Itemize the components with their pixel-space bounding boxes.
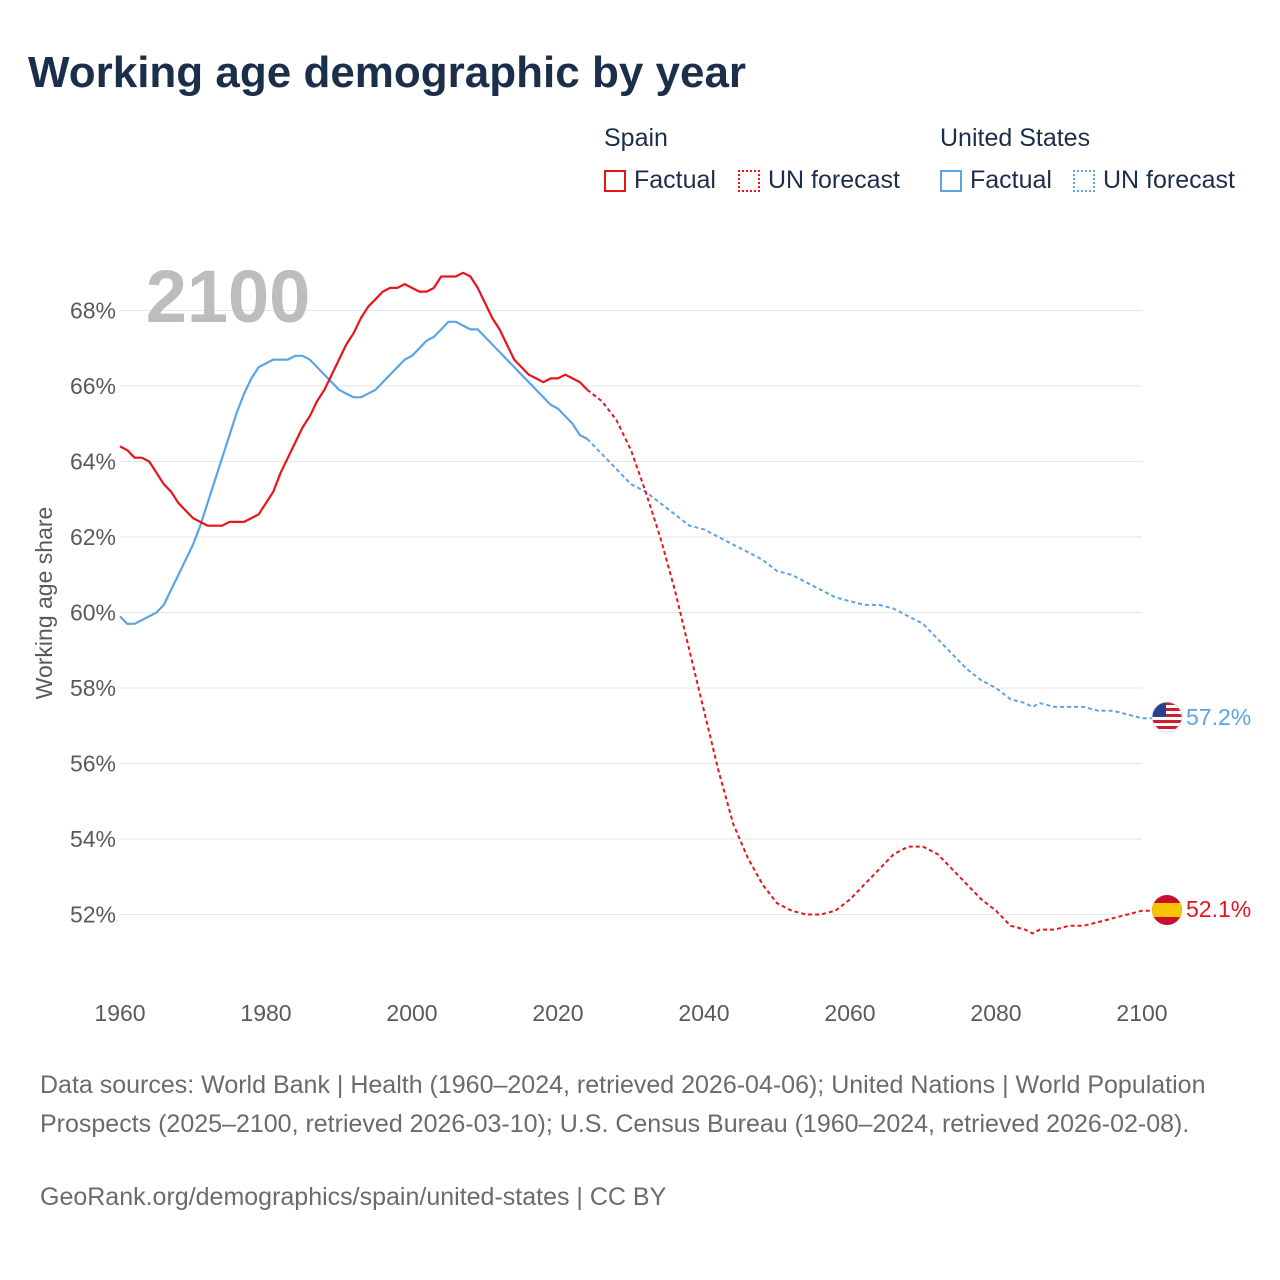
y-axis-ticks: 52% 54% 56% 58% 60% 62% 64% 66% 68%: [70, 298, 116, 928]
x-tick-label: 1960: [94, 1000, 145, 1026]
year-label: 2100: [146, 255, 311, 338]
y-tick-label: 68%: [70, 298, 116, 324]
legend-us-factual[interactable]: Factual: [940, 166, 1052, 195]
legend-us-title: United States: [940, 124, 1091, 152]
x-tick-label: 1980: [240, 1000, 291, 1026]
spain-end-label: 52.1%: [1186, 896, 1251, 922]
y-tick-label: 54%: [70, 826, 116, 852]
y-tick-label: 66%: [70, 373, 116, 399]
credit-link[interactable]: GeoRank.org/demographics/spain/united-st…: [40, 1183, 667, 1211]
y-axis-label: Working age share: [31, 507, 57, 700]
legend-spain-forecast-swatch: [738, 169, 760, 192]
legend-spain-factual-swatch: [604, 169, 626, 192]
legend-spain-title: Spain: [604, 124, 668, 152]
united-states-factual-line[interactable]: [119, 320, 588, 625]
us-flag: [1151, 701, 1183, 733]
legend-spain-factual[interactable]: Factual: [604, 166, 716, 195]
y-tick-label: 64%: [70, 449, 116, 475]
chart-title: Working age demographic by year: [28, 48, 747, 97]
x-tick-label: 2100: [1116, 1000, 1167, 1026]
x-tick-label: 2000: [386, 1000, 437, 1026]
y-tick-label: 58%: [70, 675, 116, 701]
us-end-label: 57.2%: [1186, 704, 1251, 730]
spain-flag: [1152, 895, 1182, 925]
x-tick-label: 2080: [970, 1000, 1021, 1026]
y-tick-label: 60%: [70, 600, 116, 626]
line-chart: 52% 54% 56% 58% 60% 62% 64% 66% 68% 1960 1980 2000…: [31, 255, 1251, 1026]
legend-spain-forecast[interactable]: UN forecast: [738, 166, 900, 195]
x-tick-label: 2040: [678, 1000, 729, 1026]
spain-forecast-line[interactable]: [586, 389, 1164, 935]
data-sources-note: Data sources: World Bank | Health (1960–…: [40, 1071, 1206, 1138]
legend-spain-forecast-label: UN forecast: [768, 166, 900, 194]
y-tick-label: 62%: [70, 524, 116, 550]
legend-us-forecast-label: UN forecast: [1103, 166, 1235, 194]
legend-us-forecast-swatch: [1073, 169, 1095, 192]
united-states-forecast-line[interactable]: [586, 438, 1164, 720]
legend-us-factual-swatch: [940, 169, 962, 192]
spain-factual-line[interactable]: [119, 271, 588, 527]
legend-us-factual-label: Factual: [970, 166, 1052, 194]
legend-spain-factual-label: Factual: [634, 166, 716, 194]
y-tick-label: 52%: [70, 902, 116, 928]
gridlines: [120, 310, 1142, 915]
x-axis-ticks: 1960 1980 2000 2020 2040 2060 2080 2100: [94, 1000, 1167, 1026]
x-tick-label: 2060: [824, 1000, 875, 1026]
x-tick-label: 2020: [532, 1000, 583, 1026]
legend-us-forecast[interactable]: UN forecast: [1073, 166, 1235, 195]
y-tick-label: 56%: [70, 751, 116, 777]
